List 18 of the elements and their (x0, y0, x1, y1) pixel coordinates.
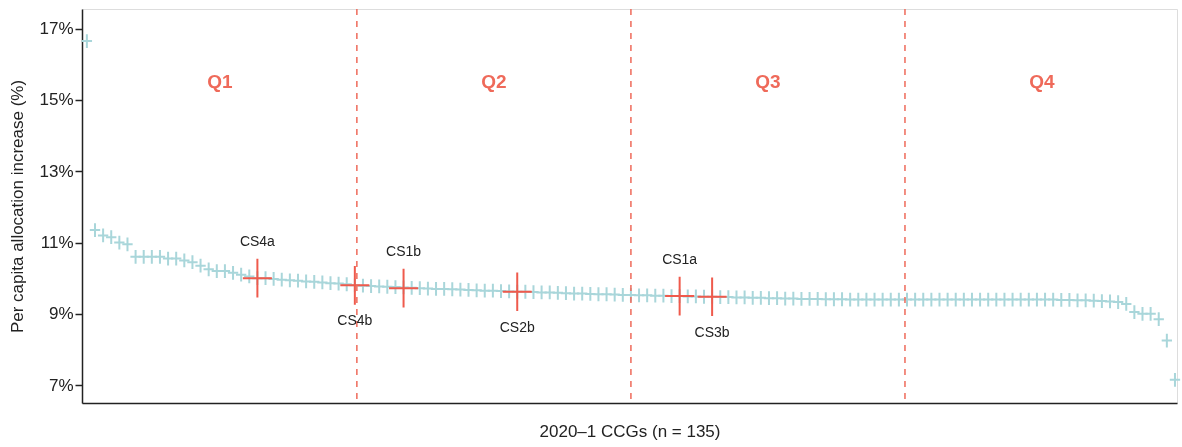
y-tick-label: 7% (48, 375, 74, 395)
data-label: CS4b (337, 312, 373, 329)
annotation: Q2 (481, 71, 507, 92)
data-label: CS1a (662, 251, 698, 268)
y-tick-label: 11% (40, 233, 74, 253)
annotation: Q4 (1029, 71, 1056, 92)
data-label: CS2b (499, 318, 535, 335)
data-label: CS4a (239, 233, 276, 250)
annotation: Q3 (755, 71, 781, 92)
y-tick-label: 17% (39, 19, 74, 39)
y-tick-label: 13% (39, 161, 74, 181)
data-label: CS3b (694, 323, 730, 340)
x-axis-title: 2020–1 CCGs (n = 135) (539, 421, 721, 441)
y-tick-label: 9% (48, 304, 74, 324)
y-axis-title: Per capita allocation increase (%) (8, 79, 28, 334)
y-tick-label: 15% (39, 90, 74, 110)
data-label: CS1b (386, 243, 422, 260)
annotation: Q1 (207, 71, 233, 92)
